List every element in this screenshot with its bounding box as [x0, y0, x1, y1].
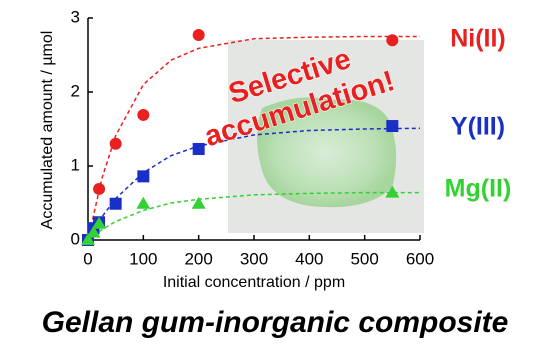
point [93, 182, 106, 195]
point [92, 216, 107, 229]
x-tick-label: 0 [83, 249, 92, 268]
y-tick-label: 1 [71, 155, 80, 174]
point [109, 137, 122, 150]
point [109, 197, 122, 210]
y-tick-label: 3 [71, 7, 80, 26]
point [137, 108, 150, 121]
x-axis-label: Initial concentration / ppm [163, 274, 345, 291]
photo-blob [257, 97, 397, 208]
chart-title: Gellan gum-inorganic composite [42, 306, 509, 339]
fit-curve [87, 127, 421, 241]
fit-curve [87, 191, 420, 241]
legend-label: Mg(II) [445, 175, 512, 203]
fit-curve [87, 35, 420, 241]
x-tick-label: 100 [129, 249, 157, 268]
x-tick-label: 600 [406, 249, 434, 268]
point [81, 233, 95, 245]
x-tick-label: 200 [184, 249, 212, 268]
x-tick-label: 500 [350, 249, 378, 268]
point [386, 120, 399, 133]
x-tick-label: 300 [240, 249, 268, 268]
point [136, 196, 151, 209]
point [86, 225, 101, 238]
y-tick-label: 2 [71, 81, 80, 100]
legend-label: Y(III) [451, 113, 505, 141]
plot-area: 0 1 2 3 0 100 200 300 400 500 600 Ni(II) Y(III) Mg(II… [71, 7, 512, 268]
point [385, 185, 400, 198]
point [137, 170, 150, 183]
y-axis-label: Accumulated amount / µmol [39, 31, 56, 230]
x-tick-label: 400 [295, 249, 323, 268]
point [386, 34, 399, 47]
point [191, 196, 206, 209]
legend-label: Ni(II) [450, 25, 506, 53]
point [192, 142, 205, 155]
y-tick-label: 0 [71, 229, 80, 248]
point [192, 29, 205, 42]
